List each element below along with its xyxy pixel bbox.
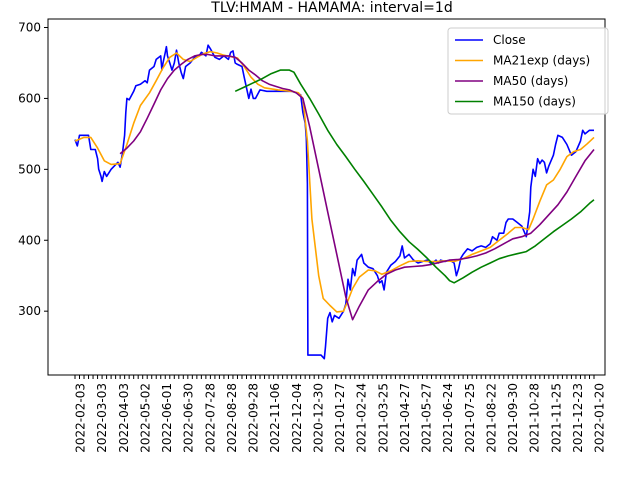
x-tick-label: 2022-11-06 [268,383,282,453]
x-tick-label: 2022-04-03 [117,383,131,453]
x-tick-label: 2022-01-20 [593,383,607,453]
x-tick-label: 2021-05-27 [420,383,434,453]
x-tick-label: 2022-07-28 [203,383,217,453]
x-tick-label: 2021-12-23 [571,383,585,453]
y-tick-label: 300 [18,304,41,318]
x-tick-label: 2021-02-24 [355,383,369,453]
x-tick-label: 2021-01-27 [333,383,347,453]
x-tick-label: 2021-10-28 [528,383,542,453]
x-tick-label: 2021-09-30 [506,383,520,453]
x-tick-label: 2021-08-22 [484,383,498,453]
x-tick-label: 2022-08-28 [225,383,239,453]
x-tick-label: 2022-02-03 [74,383,88,453]
x-tick-label: 2022-06-30 [182,383,196,453]
series-line-ma150-days [234,69,595,284]
x-tick-label: 2022-06-01 [160,383,174,453]
legend-label: Close [493,33,526,47]
x-tick-label: 2022-12-04 [290,383,304,453]
plot-area [74,44,595,360]
axes-frame [47,18,606,376]
legend-box [447,27,609,115]
legend-label: MA150 (days) [493,95,576,109]
series-line-ma50-days [119,53,595,321]
x-tick-label: 2022-05-02 [138,383,152,453]
x-tick-label: 2020-12-30 [311,383,325,453]
series-line-close [74,44,594,360]
x-tick-label: 2021-04-27 [398,383,412,453]
y-tick-label: 600 [18,91,41,105]
series-line-ma21exp-days [74,50,595,313]
legend-label: MA21exp (days) [493,54,590,68]
legend-label: MA50 (days) [493,74,568,88]
x-tick-label: 2021-11-25 [549,383,563,453]
legend: Close MA21exp (days) MA50 (days) MA150 (day… [447,27,609,115]
x-tick-label: 2022-03-03 [95,383,109,453]
x-tick-label: 2021-03-25 [376,383,390,453]
y-tick-label: 700 [18,21,41,35]
y-tick-label: 500 [18,162,41,176]
x-tick-label: 2021-07-25 [463,383,477,453]
x-tick-label: 2021-06-24 [441,383,455,453]
x-tick-label: 2022-09-28 [247,383,261,453]
chart-title: TLV:HMAM - HAMAMA: interval=1d [210,0,452,16]
y-tick-label: 400 [18,233,41,247]
